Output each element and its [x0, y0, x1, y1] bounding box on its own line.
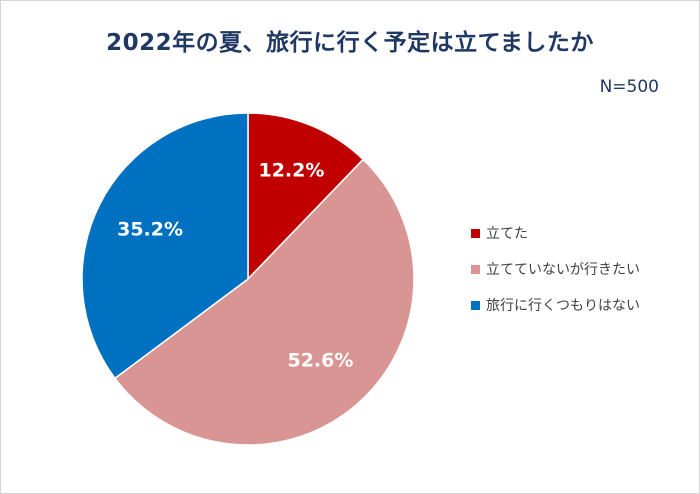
legend-swatch: [471, 264, 480, 274]
legend-item: 旅行に行くつもりはない: [471, 295, 640, 315]
legend-item: 立てていないが行きたい: [471, 259, 640, 279]
chart-title: 2022年の夏、旅行に行く予定は立てましたか: [106, 30, 594, 56]
legend-swatch: [471, 300, 480, 310]
slice-data-label: 12.2%: [258, 160, 324, 182]
slice-data-label: 35.2%: [117, 218, 183, 240]
pie-slice: [113, 158, 415, 446]
legend-label: 旅行に行くつもりはない: [486, 298, 640, 314]
slice-data-label: 52.6%: [287, 350, 353, 372]
sample-size-note: N=500: [599, 77, 659, 97]
legend-item: 立てた: [471, 223, 640, 243]
pie-slice: [247, 112, 365, 281]
pie-slice: [81, 112, 249, 380]
chart-legend: 立てた 立てていないが行きたい 旅行に行くつもりはない: [471, 223, 640, 331]
legend-label: 立てた: [486, 226, 528, 242]
legend-label: 立てていないが行きたい: [486, 262, 640, 278]
legend-swatch: [471, 228, 480, 238]
